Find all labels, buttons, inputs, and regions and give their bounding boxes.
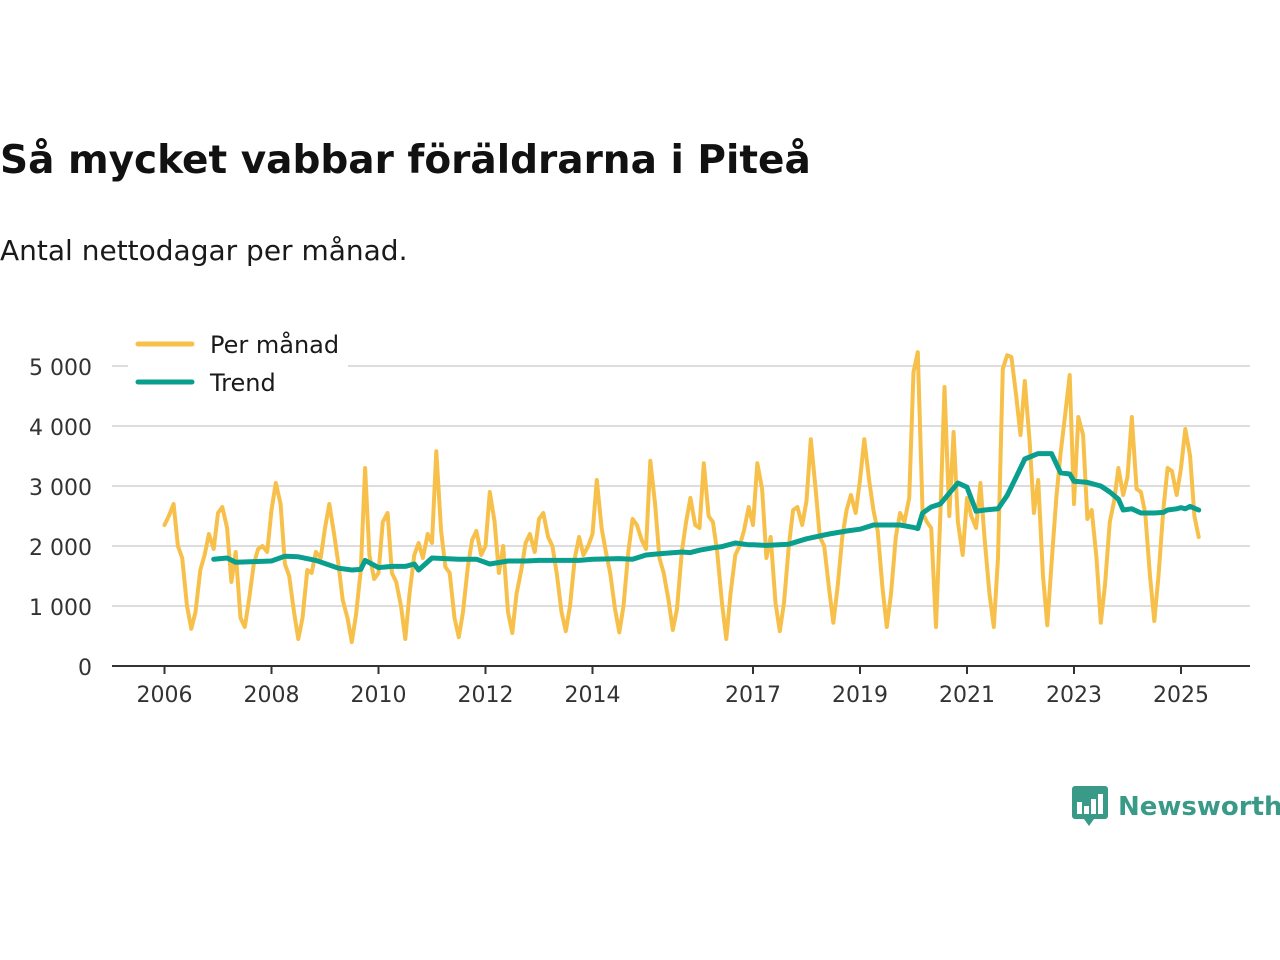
newsworthy-logo: Newsworthy [1072, 786, 1280, 828]
x-tick-label: 2019 [832, 683, 888, 708]
x-tick-label: 2008 [244, 683, 300, 708]
legend-background [128, 328, 348, 400]
x-tick-label: 2023 [1046, 683, 1102, 708]
x-tick-label: 2025 [1153, 683, 1209, 708]
x-tick-label: 2021 [939, 683, 995, 708]
y-tick-label: 3 000 [29, 476, 92, 501]
newsworthy-chart-bubble-icon [1072, 786, 1108, 826]
chart-title: Så mycket vabbar föräldrarna i Piteå [0, 138, 811, 183]
series-lines [162, 350, 1202, 644]
x-tick-label: 2017 [725, 683, 781, 708]
x-tick-label: 2006 [137, 683, 193, 708]
chart-subtitle: Antal nettodagar per månad. [0, 234, 408, 267]
brand-name: Newsworthy [1118, 792, 1280, 822]
y-tick-label: 1 000 [29, 596, 92, 621]
y-tick-label: 4 000 [29, 416, 92, 441]
y-tick-label: 5 000 [29, 356, 92, 381]
y-tick-label: 2 000 [29, 536, 92, 561]
y-axis-ticks: 0 1 000 2 000 3 000 4 000 5 000 [29, 356, 92, 681]
x-tick-label: 2012 [458, 683, 514, 708]
legend: Per månad Trend [128, 328, 348, 400]
y-tick-label: 0 [78, 656, 92, 681]
legend-label-trend: Trend [209, 369, 276, 397]
legend-label-per-manad: Per månad [210, 330, 339, 359]
x-axis-ticks: 2006 2008 2010 2012 2014 2017 2019 2021 2023 2025 [137, 666, 1209, 708]
x-tick-label: 2014 [565, 683, 621, 708]
x-tick-label: 2010 [351, 683, 407, 708]
series-line-trend [211, 451, 1202, 573]
